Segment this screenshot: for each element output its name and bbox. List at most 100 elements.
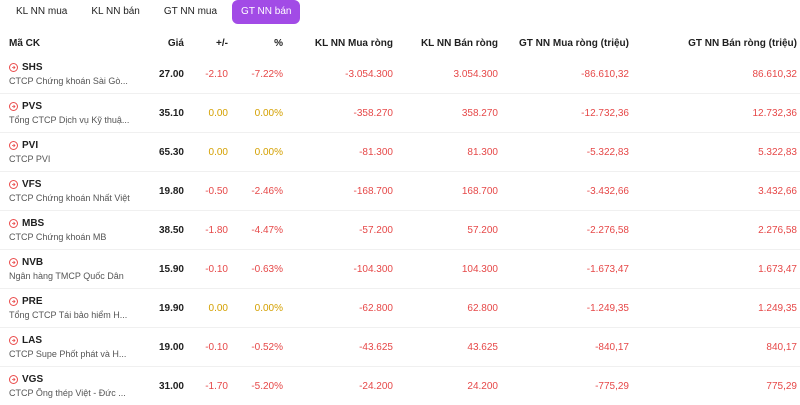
tab-gt-nn-ban[interactable]: GT NN bán bbox=[232, 0, 300, 24]
col-gt-nn-ban-rong[interactable]: GT NN Bán ròng (triệu) bbox=[629, 31, 800, 55]
price-value: 19.00 bbox=[153, 328, 184, 367]
stock-cell[interactable]: SHS CTCP Chứng khoán Sài Gò... bbox=[0, 55, 153, 94]
stock-cell[interactable]: VGS CTCP Ống thép Việt - Đức ... bbox=[0, 367, 153, 405]
company-name: CTCP Supe Phốt phát và H... bbox=[9, 349, 153, 361]
gt-ban-rong-value: 840,17 bbox=[629, 328, 800, 367]
company-name: Tổng CTCP Dịch vụ Kỹ thuậ... bbox=[9, 115, 153, 127]
company-name: Tổng CTCP Tái bảo hiểm H... bbox=[9, 310, 153, 322]
table-row[interactable]: PRE Tổng CTCP Tái bảo hiểm H... 19.90 0.… bbox=[0, 289, 800, 328]
price-value: 27.00 bbox=[153, 55, 184, 94]
table-row[interactable]: SHS CTCP Chứng khoán Sài Gò... 27.00 -2.… bbox=[0, 55, 800, 94]
stock-cell[interactable]: PVI CTCP PVI bbox=[0, 133, 153, 172]
gt-mua-rong-value: -3.432,66 bbox=[498, 172, 629, 211]
stock-symbol[interactable]: PRE bbox=[22, 296, 43, 307]
col-change[interactable]: +/- bbox=[184, 31, 228, 55]
col-percent[interactable]: % bbox=[228, 31, 283, 55]
gt-mua-rong-value: -1.673,47 bbox=[498, 250, 629, 289]
kl-mua-rong-value: -168.700 bbox=[283, 172, 393, 211]
stock-symbol[interactable]: SHS bbox=[22, 62, 43, 73]
stock-symbol[interactable]: LAS bbox=[22, 335, 42, 346]
stock-symbol[interactable]: VGS bbox=[22, 374, 43, 385]
price-value: 31.00 bbox=[153, 367, 184, 405]
stock-cell[interactable]: NVB Ngân hàng TMCP Quốc Dân bbox=[0, 250, 153, 289]
percent-value: -2.46% bbox=[228, 172, 283, 211]
col-gt-nn-mua-rong[interactable]: GT NN Mua ròng (triệu) bbox=[498, 31, 629, 55]
stock-symbol[interactable]: PVI bbox=[22, 140, 38, 151]
table-row[interactable]: PVI CTCP PVI 65.30 0.00 0.00% -81.300 81… bbox=[0, 133, 800, 172]
kl-ban-rong-value: 104.300 bbox=[393, 250, 498, 289]
tab-kl-nn-ban[interactable]: KL NN bán bbox=[82, 0, 149, 24]
kl-ban-rong-value: 24.200 bbox=[393, 367, 498, 405]
change-value: -0.10 bbox=[184, 328, 228, 367]
stock-symbol[interactable]: PVS bbox=[22, 101, 42, 112]
circle-arrow-icon bbox=[9, 258, 18, 267]
change-value: -1.80 bbox=[184, 211, 228, 250]
gt-ban-rong-value: 5.322,83 bbox=[629, 133, 800, 172]
foreign-trading-table: Mã CK Giá +/- % KL NN Mua ròng KL NN Bán… bbox=[0, 31, 800, 405]
circle-arrow-icon bbox=[9, 63, 18, 72]
table-header: Mã CK Giá +/- % KL NN Mua ròng KL NN Bán… bbox=[0, 31, 800, 55]
company-name: CTCP PVI bbox=[9, 154, 153, 166]
table-row[interactable]: PVS Tổng CTCP Dịch vụ Kỹ thuậ... 35.10 0… bbox=[0, 94, 800, 133]
company-name: CTCP Chứng khoán Nhất Việt bbox=[9, 193, 153, 205]
circle-arrow-icon bbox=[9, 180, 18, 189]
percent-value: -4.47% bbox=[228, 211, 283, 250]
change-value: 0.00 bbox=[184, 289, 228, 328]
kl-ban-rong-value: 43.625 bbox=[393, 328, 498, 367]
col-kl-nn-mua-rong[interactable]: KL NN Mua ròng bbox=[283, 31, 393, 55]
percent-value: -0.63% bbox=[228, 250, 283, 289]
gt-ban-rong-value: 3.432,66 bbox=[629, 172, 800, 211]
circle-arrow-icon bbox=[9, 102, 18, 111]
price-value: 38.50 bbox=[153, 211, 184, 250]
kl-ban-rong-value: 3.054.300 bbox=[393, 55, 498, 94]
circle-arrow-icon bbox=[9, 375, 18, 384]
stock-cell[interactable]: PVS Tổng CTCP Dịch vụ Kỹ thuậ... bbox=[0, 94, 153, 133]
gt-mua-rong-value: -1.249,35 bbox=[498, 289, 629, 328]
price-value: 35.10 bbox=[153, 94, 184, 133]
gt-ban-rong-value: 1.249,35 bbox=[629, 289, 800, 328]
col-kl-nn-ban-rong[interactable]: KL NN Bán ròng bbox=[393, 31, 498, 55]
table-row[interactable]: NVB Ngân hàng TMCP Quốc Dân 15.90 -0.10 … bbox=[0, 250, 800, 289]
stock-cell[interactable]: LAS CTCP Supe Phốt phát và H... bbox=[0, 328, 153, 367]
stock-symbol[interactable]: VFS bbox=[22, 179, 41, 190]
table-row[interactable]: MBS CTCP Chứng khoán MB 38.50 -1.80 -4.4… bbox=[0, 211, 800, 250]
tab-kl-nn-mua[interactable]: KL NN mua bbox=[9, 0, 76, 24]
gt-mua-rong-value: -5.322,83 bbox=[498, 133, 629, 172]
table-row[interactable]: LAS CTCP Supe Phốt phát và H... 19.00 -0… bbox=[0, 328, 800, 367]
kl-ban-rong-value: 62.800 bbox=[393, 289, 498, 328]
gt-ban-rong-value: 86.610,32 bbox=[629, 55, 800, 94]
kl-mua-rong-value: -81.300 bbox=[283, 133, 393, 172]
kl-mua-rong-value: -104.300 bbox=[283, 250, 393, 289]
col-symbol[interactable]: Mã CK bbox=[0, 31, 153, 55]
kl-mua-rong-value: -358.270 bbox=[283, 94, 393, 133]
stock-symbol[interactable]: NVB bbox=[22, 257, 43, 268]
gt-mua-rong-value: -12.732,36 bbox=[498, 94, 629, 133]
tab-bar: KL NN mua KL NN bán GT NN mua GT NN bán bbox=[0, 0, 306, 24]
percent-value: 0.00% bbox=[228, 94, 283, 133]
percent-value: -5.20% bbox=[228, 367, 283, 405]
kl-ban-rong-value: 168.700 bbox=[393, 172, 498, 211]
table-row[interactable]: VGS CTCP Ống thép Việt - Đức ... 31.00 -… bbox=[0, 367, 800, 405]
price-value: 15.90 bbox=[153, 250, 184, 289]
stock-symbol[interactable]: MBS bbox=[22, 218, 44, 229]
company-name: CTCP Chứng khoán Sài Gò... bbox=[9, 76, 153, 88]
gt-ban-rong-value: 12.732,36 bbox=[629, 94, 800, 133]
circle-arrow-icon bbox=[9, 297, 18, 306]
circle-arrow-icon bbox=[9, 219, 18, 228]
price-value: 19.90 bbox=[153, 289, 184, 328]
price-value: 65.30 bbox=[153, 133, 184, 172]
gt-mua-rong-value: -2.276,58 bbox=[498, 211, 629, 250]
company-name: CTCP Ống thép Việt - Đức ... bbox=[9, 388, 153, 400]
stock-cell[interactable]: VFS CTCP Chứng khoán Nhất Việt bbox=[0, 172, 153, 211]
percent-value: 0.00% bbox=[228, 133, 283, 172]
gt-ban-rong-value: 1.673,47 bbox=[629, 250, 800, 289]
stock-cell[interactable]: PRE Tổng CTCP Tái bảo hiểm H... bbox=[0, 289, 153, 328]
change-value: -2.10 bbox=[184, 55, 228, 94]
stock-cell[interactable]: MBS CTCP Chứng khoán MB bbox=[0, 211, 153, 250]
circle-arrow-icon bbox=[9, 336, 18, 345]
percent-value: -0.52% bbox=[228, 328, 283, 367]
col-price[interactable]: Giá bbox=[153, 31, 184, 55]
table-row[interactable]: VFS CTCP Chứng khoán Nhất Việt 19.80 -0.… bbox=[0, 172, 800, 211]
tab-gt-nn-mua[interactable]: GT NN mua bbox=[155, 0, 226, 24]
kl-mua-rong-value: -3.054.300 bbox=[283, 55, 393, 94]
